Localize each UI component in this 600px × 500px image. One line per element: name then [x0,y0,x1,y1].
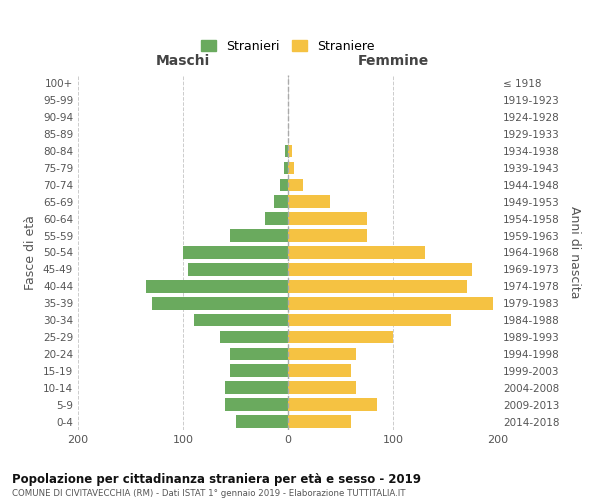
Text: Femmine: Femmine [358,54,428,68]
Bar [151,297,288,310]
Bar [288,196,330,208]
Bar [288,297,493,310]
Bar [220,330,288,344]
Bar [288,178,303,191]
Bar [288,162,295,174]
Bar [288,212,367,225]
Bar [146,280,288,292]
Bar [288,144,292,158]
Legend: Stranieri, Straniere: Stranieri, Straniere [196,35,380,58]
Text: Popolazione per cittadinanza straniera per età e sesso - 2019: Popolazione per cittadinanza straniera p… [12,472,421,486]
Bar [230,230,288,242]
Bar [225,382,288,394]
Bar [288,330,393,344]
Bar [235,415,288,428]
Bar [288,398,377,411]
Text: Maschi: Maschi [156,54,210,68]
Bar [288,314,451,326]
Bar [230,348,288,360]
Bar [288,246,425,259]
Bar [288,348,356,360]
Bar [274,196,288,208]
Bar [188,263,288,276]
Text: COMUNE DI CIVITAVECCHIA (RM) - Dati ISTAT 1° gennaio 2019 - Elaborazione TUTTITA: COMUNE DI CIVITAVECCHIA (RM) - Dati ISTA… [12,489,406,498]
Bar [288,230,367,242]
Bar [288,280,467,292]
Bar [265,212,288,225]
Bar [193,314,288,326]
Bar [230,364,288,377]
Y-axis label: Fasce di età: Fasce di età [25,215,37,290]
Bar [280,178,288,191]
Bar [288,364,351,377]
Bar [288,415,351,428]
Bar [183,246,288,259]
Bar [285,144,288,158]
Bar [288,263,472,276]
Bar [288,382,356,394]
Bar [225,398,288,411]
Y-axis label: Anni di nascita: Anni di nascita [568,206,581,298]
Bar [284,162,288,174]
